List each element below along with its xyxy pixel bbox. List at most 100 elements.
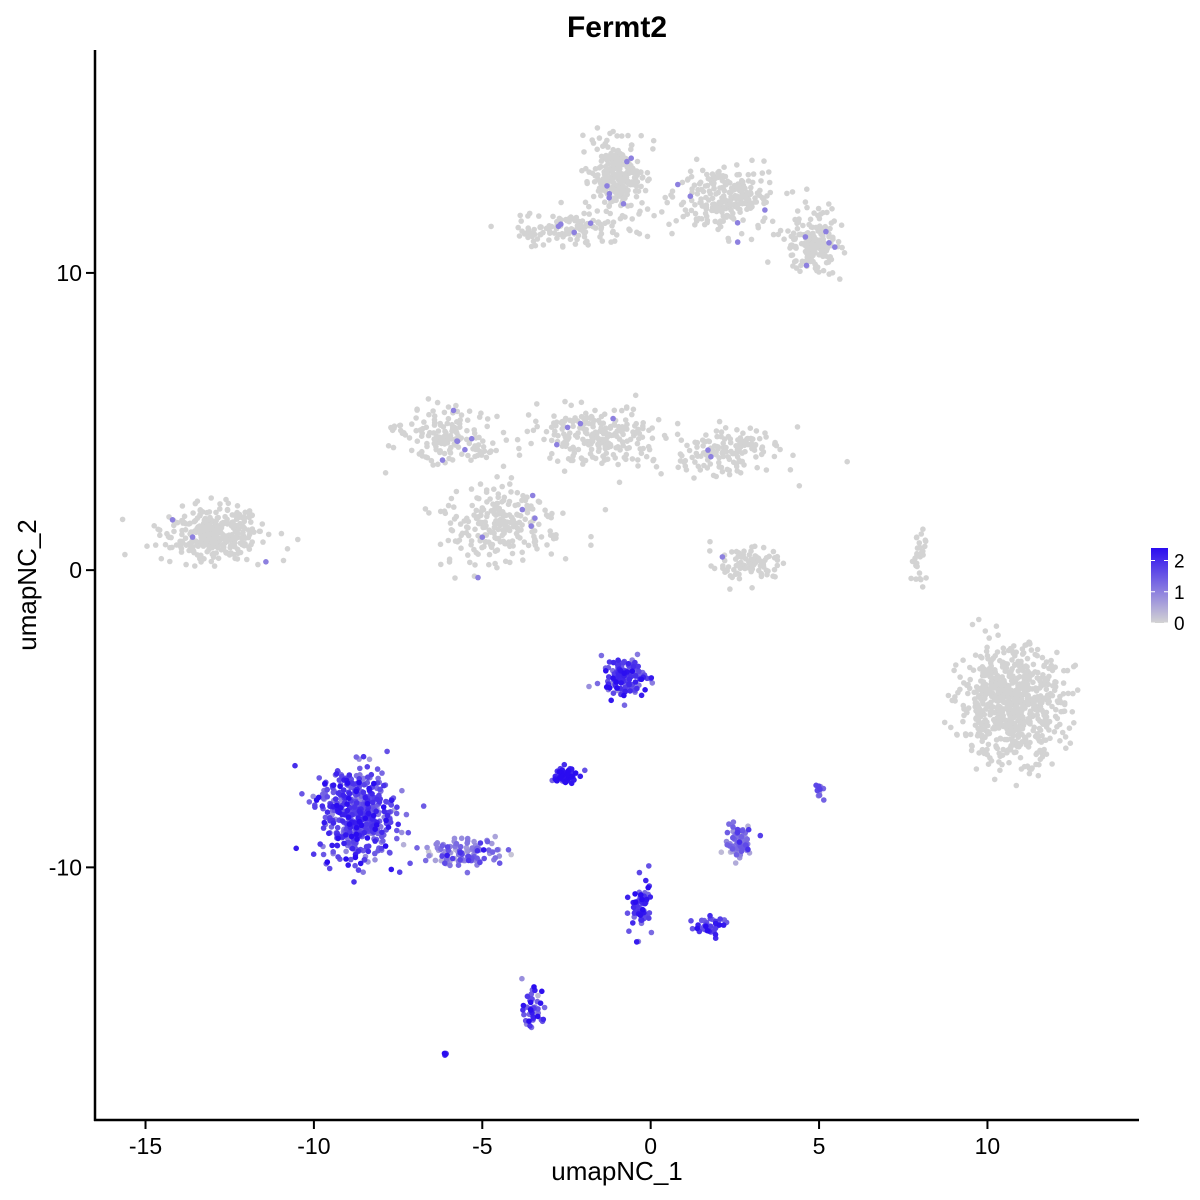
cell-point xyxy=(997,767,1003,774)
cell-point xyxy=(586,203,592,210)
cell-point xyxy=(719,450,726,456)
cell-point xyxy=(1051,729,1058,735)
cell-point xyxy=(697,199,703,206)
cell-point xyxy=(649,425,655,431)
cell-point xyxy=(326,830,332,837)
y-axis-ticks: -10 0 10 xyxy=(49,260,95,880)
cell-point xyxy=(562,415,569,422)
cell-point xyxy=(953,662,959,668)
cell-point xyxy=(793,265,800,271)
cell-point xyxy=(733,852,740,858)
cell-point xyxy=(1032,706,1038,712)
cell-point xyxy=(736,560,742,567)
cell-point xyxy=(1069,709,1076,715)
cell-point xyxy=(839,244,845,251)
cell-point xyxy=(364,835,371,841)
cell-point xyxy=(405,829,412,836)
cell-point xyxy=(749,200,755,206)
cell-point xyxy=(822,223,828,230)
cell-point xyxy=(217,501,223,507)
cell-point xyxy=(616,170,622,176)
cell-point xyxy=(598,226,604,232)
cell-point xyxy=(694,925,700,932)
cell-point xyxy=(564,424,571,431)
cell-point xyxy=(1036,725,1043,732)
cell-point xyxy=(716,922,723,928)
cell-point xyxy=(547,528,553,534)
x-tick-label: 10 xyxy=(975,1133,1001,1159)
cell-point xyxy=(626,445,632,451)
cell-point xyxy=(580,228,586,235)
cell-point xyxy=(535,992,541,999)
cell-point xyxy=(1007,701,1014,707)
cell-point xyxy=(770,548,777,555)
cell-point xyxy=(527,999,534,1006)
cell-point xyxy=(334,802,340,809)
cell-point xyxy=(543,512,550,518)
cell-point xyxy=(606,203,612,210)
cell-point xyxy=(353,831,360,838)
cell-point xyxy=(432,857,439,864)
cell-point xyxy=(684,442,690,449)
cell-point xyxy=(489,849,496,855)
cell-point xyxy=(838,222,845,228)
cell-point xyxy=(804,186,810,192)
cell-point xyxy=(525,412,532,418)
cell-point xyxy=(360,869,367,875)
cell-point xyxy=(981,750,987,757)
cell-point xyxy=(420,803,427,809)
cell-point xyxy=(1054,715,1061,722)
cell-point xyxy=(453,840,460,847)
cell-point xyxy=(198,540,205,547)
cell-point xyxy=(603,156,610,163)
cell-point xyxy=(632,392,639,399)
cell-point xyxy=(484,838,491,845)
x-tick-label: -10 xyxy=(297,1133,330,1159)
cell-point xyxy=(385,443,392,449)
cell-point xyxy=(598,192,604,199)
cell-point xyxy=(1014,732,1021,739)
cell-point xyxy=(365,810,372,817)
cell-point xyxy=(738,438,744,445)
cell-point xyxy=(620,201,627,207)
cell-point xyxy=(742,842,749,848)
cell-point xyxy=(217,506,223,512)
cell-point xyxy=(543,225,550,232)
cell-point xyxy=(555,223,562,230)
cell-point xyxy=(774,562,781,569)
cell-point xyxy=(789,252,796,258)
cell-point xyxy=(1006,683,1012,689)
cell-point xyxy=(568,214,574,220)
cell-point xyxy=(1045,681,1051,688)
cell-point xyxy=(577,773,584,780)
cell-point xyxy=(595,417,602,424)
cell-point xyxy=(1047,735,1053,742)
cell-point xyxy=(615,657,621,663)
cell-point xyxy=(801,240,808,247)
cell-point xyxy=(832,244,838,250)
cell-point xyxy=(837,276,843,282)
cell-point xyxy=(486,551,493,558)
cell-point xyxy=(613,232,620,238)
cell-point xyxy=(964,682,970,689)
cell-point xyxy=(353,754,360,760)
cell-point xyxy=(600,420,607,427)
cell-point xyxy=(756,556,762,562)
cell-point xyxy=(611,171,618,178)
cell-point xyxy=(807,216,814,223)
cell-point xyxy=(213,550,219,556)
cell-point xyxy=(559,418,565,425)
cell-point xyxy=(692,202,698,208)
cell-point xyxy=(745,435,751,442)
legend-tick-label: 1 xyxy=(1174,583,1185,604)
cell-point xyxy=(387,819,394,825)
cell-point xyxy=(979,726,986,732)
cell-point xyxy=(397,427,404,434)
cell-point xyxy=(335,854,341,860)
cell-point xyxy=(605,161,611,167)
cell-point xyxy=(823,228,829,235)
cell-point xyxy=(507,559,513,566)
cell-point xyxy=(1048,662,1055,669)
cell-point xyxy=(625,203,631,209)
cell-point xyxy=(582,767,588,774)
